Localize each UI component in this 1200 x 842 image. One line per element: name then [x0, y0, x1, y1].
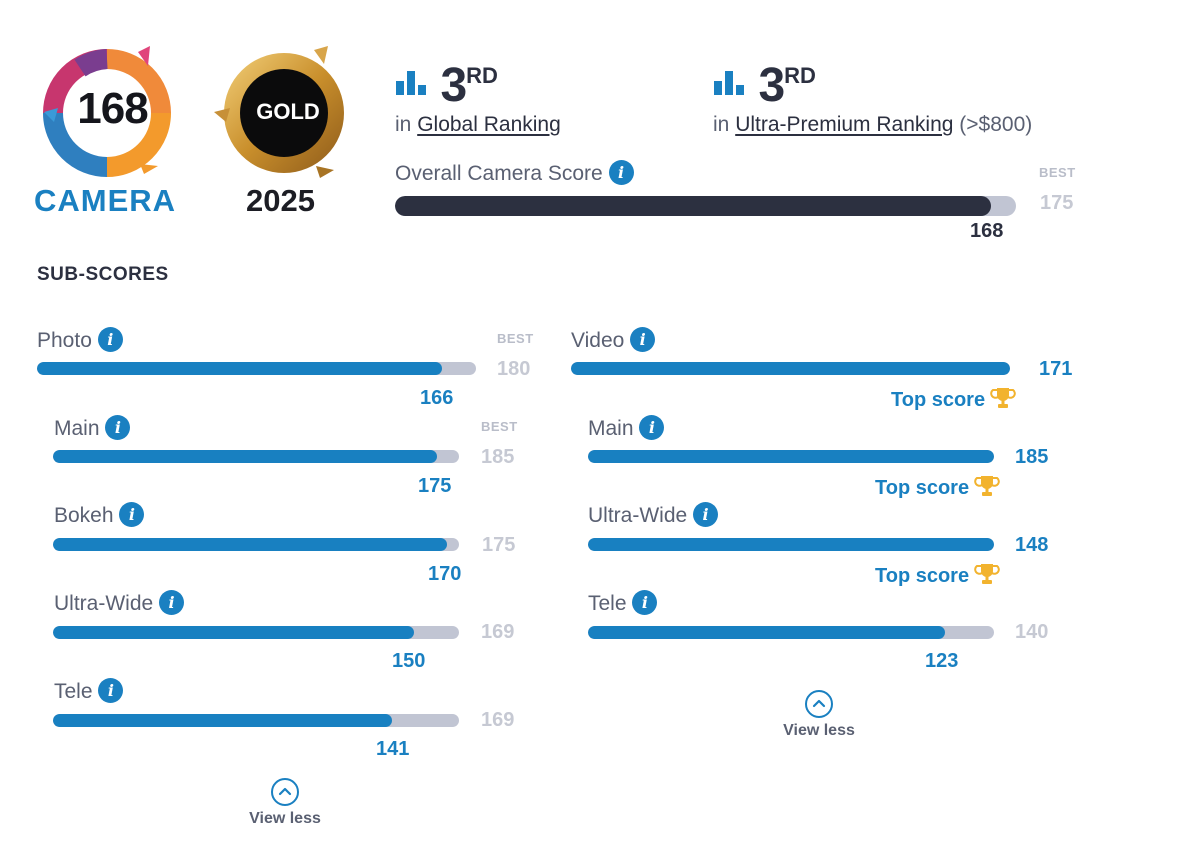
video-tele-score-value: 123	[925, 650, 959, 672]
video-ultrawide-score-fill	[588, 538, 994, 551]
photo-main-info-icon[interactable]: i	[105, 415, 131, 440]
video-ultrawide-score-bar	[588, 538, 994, 551]
video-main-top-score: Top score	[875, 474, 1000, 500]
photo-main-best-value: 185	[481, 446, 515, 468]
ultra-premium-ranking: 3RD	[714, 58, 816, 113]
video-main-score-value: 185	[1015, 446, 1049, 468]
video-info-icon[interactable]: i	[630, 327, 656, 352]
trophy-icon	[973, 476, 1000, 496]
photo-bokeh-score-bar	[53, 538, 459, 551]
video-tele-label: Tele	[588, 592, 627, 615]
photo-tele-label: Tele	[54, 680, 93, 703]
photo-tele-score-value: 141	[376, 738, 410, 760]
global-rank-number: 3	[440, 59, 467, 112]
video-tele-score-fill	[588, 626, 945, 639]
video-ultrawide-info-icon[interactable]: i	[693, 502, 719, 527]
price-qualifier: (>$800)	[959, 113, 1033, 136]
photo-label: Photo	[37, 329, 92, 352]
photo-ultrawide-info-icon[interactable]: i	[159, 590, 185, 615]
overall-score-value: 168	[970, 220, 1004, 242]
photo-score-bar	[37, 362, 476, 375]
video-top-score: Top score	[891, 386, 1016, 412]
photo-info-icon[interactable]: i	[97, 327, 123, 352]
ultra-premium-rank-suffix: RD	[784, 62, 816, 88]
gold-label: GOLD	[256, 99, 320, 124]
video-score-bar	[571, 362, 1010, 375]
video-main-label: Main	[588, 417, 634, 440]
camera-score: 168	[77, 84, 148, 133]
video-ultrawide-label: Ultra-Wide	[588, 504, 688, 527]
photo-main-best-tag: BEST	[481, 419, 518, 434]
video-top-score-label: Top score	[891, 389, 986, 411]
chevron-up-icon	[271, 778, 299, 806]
photo-bokeh-best-value: 175	[482, 534, 516, 556]
video-main-info-icon[interactable]: i	[639, 415, 665, 440]
chevron-up-icon	[805, 690, 833, 718]
photo-score-value: 166	[420, 387, 454, 409]
video-main-score-fill	[588, 450, 994, 463]
photo-best-value: 180	[497, 358, 531, 380]
video-main-top-score-label: Top score	[875, 477, 970, 499]
video-label: Video	[571, 329, 625, 352]
global-rank-prefix: in	[395, 113, 412, 136]
ultra-premium-rank-number: 3	[758, 59, 785, 112]
photo-ultrawide-label: Ultra-Wide	[54, 592, 154, 615]
photo-view-less-label: View less	[249, 810, 321, 827]
overall-score-label: Overall Camera Score	[395, 162, 603, 185]
global-ranking-link[interactable]: Global Ranking	[417, 113, 561, 136]
overall-best-value: 175	[1040, 192, 1074, 214]
photo-score-fill	[37, 362, 442, 375]
photo-view-less-button[interactable]: View less	[235, 778, 335, 828]
video-ultrawide-score-value: 148	[1015, 534, 1049, 556]
global-rank-suffix: RD	[466, 62, 498, 88]
ranking-bars-icon	[714, 71, 744, 95]
global-ranking: 3RD	[396, 58, 498, 113]
photo-ultrawide-score-bar	[53, 626, 459, 639]
photo-bokeh-score-value: 170	[428, 563, 462, 585]
overall-score-fill	[395, 196, 992, 216]
video-tele-info-icon[interactable]: i	[632, 590, 658, 615]
video-score-value: 171	[1039, 358, 1073, 380]
photo-ultrawide-score-value: 150	[392, 650, 426, 672]
photo-main-score-value: 175	[418, 475, 452, 497]
camera-badge-icon	[43, 46, 171, 177]
overall-best-tag: BEST	[1039, 165, 1076, 180]
video-view-less-button[interactable]: View less	[769, 690, 869, 740]
video-view-less-label: View less	[783, 722, 855, 739]
photo-main-score-bar	[53, 450, 459, 463]
photo-bokeh-label: Bokeh	[54, 504, 114, 527]
photo-tele-info-icon[interactable]: i	[98, 678, 124, 703]
video-tele-score-bar	[588, 626, 994, 639]
ultra-premium-ranking-link[interactable]: Ultra-Premium Ranking	[735, 113, 954, 136]
trophy-icon	[973, 564, 1000, 584]
overall-score-bar	[395, 196, 1016, 216]
video-ultrawide-top-score-label: Top score	[875, 565, 970, 587]
ultra-premium-rank-prefix: in	[713, 113, 730, 136]
video-tele-best-value: 140	[1015, 621, 1049, 643]
trophy-icon	[989, 388, 1016, 408]
photo-main-label: Main	[54, 417, 100, 440]
video-score-fill	[571, 362, 1010, 375]
video-ultrawide-top-score: Top score	[875, 562, 1000, 588]
photo-best-tag: BEST	[497, 331, 534, 346]
photo-bokeh-info-icon[interactable]: i	[119, 502, 145, 527]
badge-year: 2025	[246, 183, 315, 218]
gold-badge-icon	[214, 46, 344, 178]
photo-ultrawide-best-value: 169	[481, 621, 515, 643]
photo-tele-score-fill	[53, 714, 392, 727]
overall-info-icon[interactable]: i	[608, 160, 634, 185]
photo-bokeh-score-fill	[53, 538, 448, 551]
photo-main-score-fill	[53, 450, 438, 463]
video-main-score-bar	[588, 450, 994, 463]
photo-tele-score-bar	[53, 714, 459, 727]
subscores-title: SUB-SCORES	[37, 264, 169, 285]
ranking-bars-icon	[396, 71, 426, 95]
camera-label: CAMERA	[34, 183, 177, 218]
photo-ultrawide-score-fill	[53, 626, 414, 639]
photo-tele-best-value: 169	[481, 709, 515, 731]
